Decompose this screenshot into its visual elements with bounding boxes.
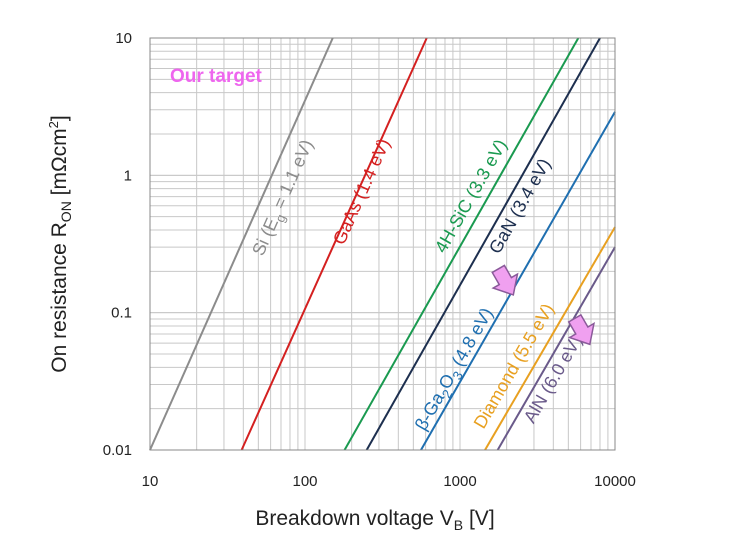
series-line-gan-3-4-ev-	[365, 37, 601, 451]
x-tick-label: 1000	[443, 473, 476, 490]
target-arrows	[491, 264, 596, 346]
series-line-4h-sic-3-3-ev-	[343, 37, 580, 451]
down-arrow-icon	[567, 313, 596, 346]
y-axis-title: On resistance RON [mΩcm2]	[46, 115, 74, 373]
series-line-gaas-1-4-ev-	[240, 37, 428, 451]
y-tick-label: 1	[124, 167, 132, 184]
x-axis-title: Breakdown voltage VB [V]	[255, 507, 494, 533]
series-label-gaas-1-4-ev-: GaAs (1.4 eV)	[329, 135, 394, 247]
series-label-si: Si (Eg = 1.1 eV)	[248, 136, 321, 260]
annotation-our-target: Our target	[170, 66, 263, 87]
down-arrow-icon	[491, 264, 519, 296]
y-tick-label: 10	[115, 30, 132, 47]
x-tick-label: 10000	[594, 473, 636, 490]
series-labels: Si (Eg = 1.1 eV) GaAs (1.4 eV) 4H-SiC (3.3…	[248, 135, 586, 433]
x-tick-labels: 10 100 1000 10000	[142, 473, 636, 490]
series-line-si	[149, 37, 334, 451]
y-tick-label: 0.1	[111, 305, 132, 322]
y-tick-labels: 0.01 0.1 1 10	[103, 30, 132, 459]
x-tick-label: 10	[142, 473, 159, 490]
plot-frame	[149, 37, 616, 451]
series-line--ga2o3-4-8-ev-	[420, 111, 616, 451]
x-tick-label: 100	[292, 473, 317, 490]
grid-lines	[149, 37, 616, 451]
y-tick-label: 0.01	[103, 442, 132, 459]
series-line-aln-6-0-ev-	[496, 246, 616, 451]
series-lines	[149, 37, 616, 451]
series-line-diamond-5-5-ev-	[484, 226, 616, 451]
